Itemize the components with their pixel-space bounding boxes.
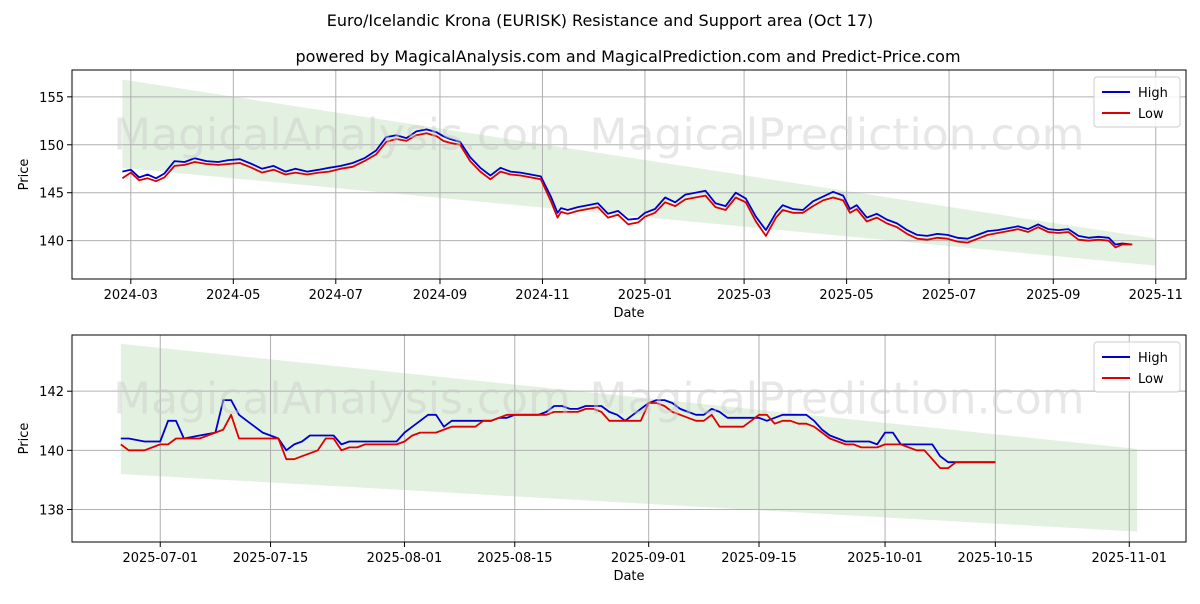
x-axis-label: Date — [613, 306, 644, 321]
x-tick-label: 2024-05 — [206, 288, 260, 303]
legend-box — [1093, 76, 1181, 128]
legend-box — [1093, 341, 1181, 393]
y-tick-label: 138 — [39, 503, 64, 518]
watermark-text: MagicalPrediction.com — [590, 374, 1085, 425]
series-line-low — [121, 132, 1133, 249]
x-tick-label: 2025-09-01 — [611, 551, 687, 566]
chart-title: Euro/Icelandic Krona (EURISK) Resistance… — [327, 11, 874, 30]
x-tick-label: 2024-09 — [413, 288, 467, 303]
watermark-text: MagicalAnalysis.com — [113, 374, 571, 425]
x-tick-label: 2025-10-15 — [958, 551, 1034, 566]
y-tick-label: 150 — [39, 139, 64, 154]
x-tick-label: 2025-10-01 — [847, 551, 923, 566]
series-line-high — [122, 128, 1133, 246]
chart-subtitle: powered by MagicalAnalysis.com and Magic… — [295, 47, 960, 66]
x-tick-label: 2024-03 — [104, 288, 158, 303]
x-tick-label: 2025-01 — [618, 288, 672, 303]
x-tick-label: 2025-09 — [1026, 288, 1080, 303]
x-tick-label: 2025-07-01 — [122, 551, 198, 566]
x-tick-label: 2025-07 — [922, 288, 976, 303]
series-line-high — [120, 399, 996, 464]
y-tick-label: 140 — [39, 235, 64, 250]
legend-label-high: High — [1138, 351, 1168, 366]
x-tick-label: 2025-09-15 — [721, 551, 797, 566]
y-axis-label: Price — [17, 159, 32, 191]
y-tick-label: 155 — [39, 91, 64, 106]
plot-frame — [71, 334, 1187, 543]
x-tick-label: 2025-03 — [717, 288, 771, 303]
plot-frame — [71, 69, 1187, 280]
x-axis-label: Date — [613, 569, 644, 584]
y-tick-label: 140 — [39, 444, 64, 459]
y-tick-label: 142 — [39, 385, 64, 400]
watermark-text: MagicalAnalysis.com — [113, 109, 571, 160]
x-tick-label: 2025-11 — [1129, 288, 1183, 303]
y-axis-label: Price — [17, 423, 32, 455]
x-tick-label: 2025-07-15 — [233, 551, 309, 566]
x-tick-label: 2025-08-15 — [477, 551, 553, 566]
x-tick-label: 2024-11 — [515, 288, 569, 303]
series-line-low — [120, 402, 996, 469]
bottom-chart-panel: 2025-07-01 2025-07-15 2025-08-01 2025-08-15… — [17, 334, 1187, 584]
x-tick-label: 2025-05 — [819, 288, 873, 303]
x-tick-label: 2024-07 — [309, 288, 363, 303]
legend-label-high: High — [1138, 86, 1168, 101]
legend-label-low: Low — [1138, 107, 1164, 122]
x-tick-label: 2025-11-01 — [1091, 551, 1167, 566]
watermark-text: MagicalPrediction.com — [590, 109, 1085, 160]
top-chart-panel: 2024-03 2024-05 2024-07 2024-09 2024-11 2025-… — [17, 69, 1187, 321]
support-resistance-band — [122, 79, 1156, 266]
y-tick-label: 145 — [39, 187, 64, 202]
x-tick-label: 2025-08-01 — [367, 551, 443, 566]
legend-label-low: Low — [1138, 372, 1164, 387]
